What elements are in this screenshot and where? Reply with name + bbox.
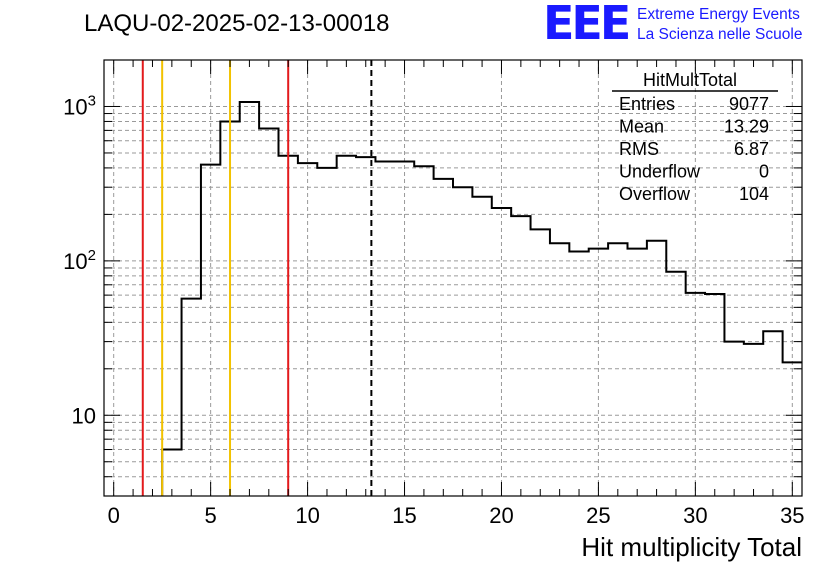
stats-value: 6.87 [734, 139, 769, 159]
stats-label: Mean [619, 117, 664, 137]
histogram-bin [666, 272, 685, 496]
histogram-bin [531, 229, 550, 496]
histogram-bin [550, 243, 569, 496]
histogram-bin [492, 208, 511, 496]
y-tick-label: 102 [63, 247, 96, 274]
stats-value: 0 [759, 162, 769, 182]
y-tick-label: 103 [63, 92, 96, 119]
histogram-bin [628, 249, 647, 496]
x-tick-label: 35 [780, 503, 804, 528]
x-tick-label: 25 [586, 503, 610, 528]
histogram-outline [161, 100, 802, 496]
stats-label: Entries [619, 94, 675, 114]
histogram-bin [375, 162, 394, 496]
x-tick-label: 30 [683, 503, 707, 528]
histogram-bin [608, 243, 627, 496]
stats-label: Underflow [619, 162, 701, 182]
stats-box-title: HitMultTotal [643, 70, 737, 90]
x-tick-label: 15 [392, 503, 416, 528]
chart-title: LAQU-02-2025-02-13-00018 [84, 10, 390, 37]
histogram-bin [240, 102, 259, 496]
stats-value: 9077 [729, 94, 769, 114]
histogram-bin [337, 156, 356, 496]
histogram-bin [647, 241, 666, 496]
histogram-bin [298, 163, 317, 496]
histogram-bin [783, 362, 802, 496]
histogram-bin [395, 162, 414, 496]
histogram-bin [453, 187, 472, 496]
histogram-bin [317, 168, 336, 496]
x-tick-label: 0 [108, 503, 120, 528]
stats-label: Overflow [619, 184, 691, 204]
histogram-bin [356, 157, 375, 496]
histogram-bin [414, 166, 433, 496]
histogram-bin [511, 216, 530, 496]
plot-frame [103, 59, 803, 497]
histogram-bin [686, 293, 705, 496]
histogram-bin [724, 342, 743, 496]
histogram-bin [744, 344, 763, 496]
y-tick-label: 10 [72, 403, 96, 428]
histogram-bin [472, 197, 491, 496]
histogram-bin [705, 294, 724, 496]
histogram-bin [589, 249, 608, 496]
x-axis-label: Hit multiplicity Total [581, 532, 802, 562]
stats-value: 13.29 [724, 117, 769, 137]
histogram-bin [763, 331, 782, 496]
histogram-bin [569, 252, 588, 496]
histogram-bin [434, 179, 453, 496]
histogram-bin [259, 129, 278, 496]
logo-line-1: Extreme Energy Events [637, 6, 800, 23]
x-tick-label: 20 [489, 503, 513, 528]
x-tick-label: 5 [205, 503, 217, 528]
stats-value: 104 [739, 184, 769, 204]
logo-line-2: La Scienza nelle Scuole [637, 26, 803, 43]
eee-logo: EEE [543, 0, 631, 50]
histogram-bin [201, 165, 220, 496]
x-tick-label: 10 [295, 503, 319, 528]
stats-label: RMS [619, 139, 659, 159]
histogram-bin [182, 299, 201, 496]
